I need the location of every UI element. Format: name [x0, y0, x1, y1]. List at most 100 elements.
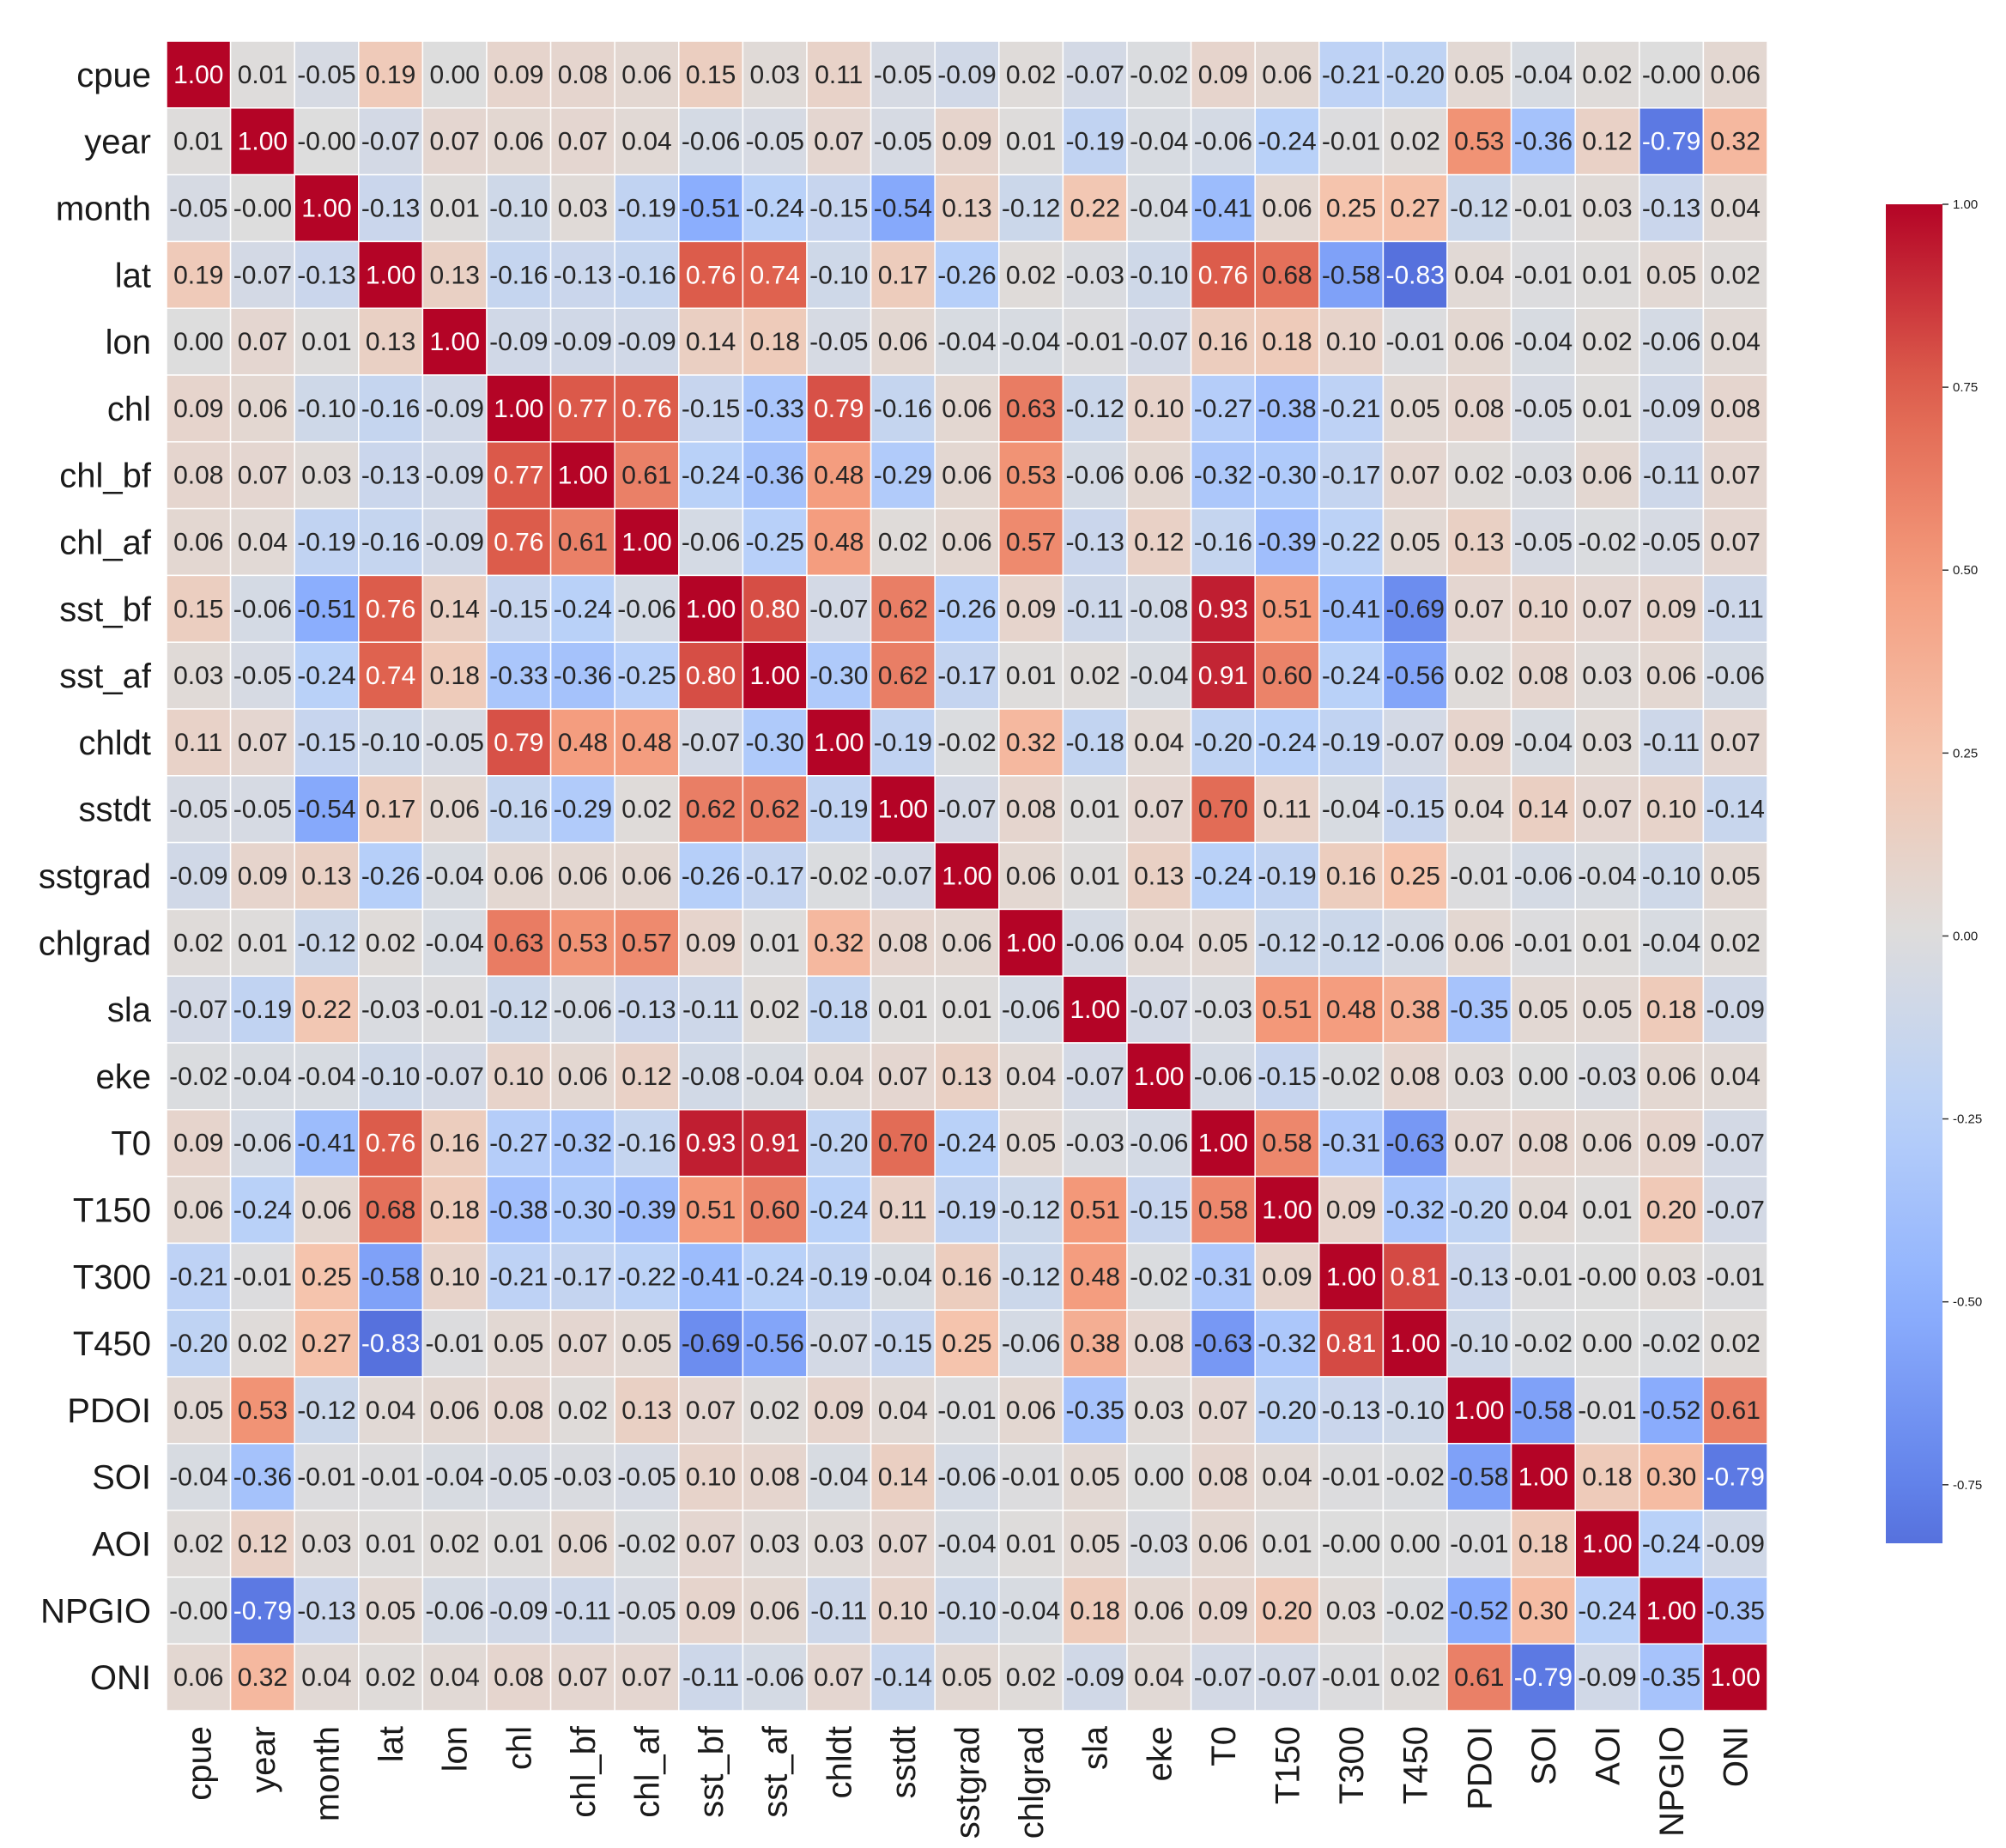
cell-value-label: -0.04	[937, 1530, 996, 1559]
cell-value-label: 1.00	[1582, 1530, 1632, 1559]
cell-value-label: -0.06	[746, 1663, 804, 1692]
cell-value-label: -0.32	[1194, 462, 1252, 490]
cell-value-label: 0.77	[558, 395, 608, 423]
cell-value-label: -0.09	[937, 61, 996, 89]
heatmap-cell	[549, 1509, 615, 1578]
cell-value-label: -0.24	[554, 595, 612, 623]
heatmap-cell	[1446, 40, 1512, 109]
cell-value-label: 1.00	[1134, 1063, 1184, 1091]
heatmap-cell	[486, 1175, 552, 1245]
cell-value-label: 0.05	[1711, 863, 1761, 891]
cell-value-label: -0.21	[169, 1263, 227, 1291]
cell-value-label: 0.51	[1262, 996, 1312, 1024]
heatmap-cell	[1126, 1643, 1192, 1712]
heatmap-cell	[1382, 841, 1448, 911]
heatmap-cell	[358, 374, 424, 443]
heatmap-cell	[1510, 1109, 1576, 1178]
heatmap-cell	[421, 1309, 488, 1378]
row-label: year	[84, 124, 151, 161]
cell-value-label: 1.00	[238, 128, 288, 156]
row-labels: cpue year month lat lon chl chl_bf chl_af sst_bf…	[39, 57, 152, 1697]
heatmap-cell	[1254, 1576, 1320, 1645]
cell-value-label: -0.11	[555, 1597, 611, 1625]
heatmap-cell	[742, 775, 808, 844]
heatmap-cell	[1702, 641, 1768, 710]
cell-value-label: -0.32	[1386, 1197, 1445, 1225]
heatmap-cell	[742, 1042, 808, 1111]
cell-value-label: -0.05	[233, 662, 292, 690]
cell-value-label: 0.07	[238, 328, 288, 356]
cell-value-label: 0.15	[686, 61, 736, 89]
cell-value-label: 0.04	[1006, 1063, 1056, 1091]
cell-value-label: 0.02	[430, 1530, 480, 1559]
heatmap-cell	[870, 574, 936, 643]
cell-value-label: -0.12	[297, 1397, 355, 1425]
cell-value-label: 0.48	[621, 729, 671, 757]
heatmap-cell	[742, 708, 808, 777]
heatmap-cell	[1702, 173, 1768, 243]
row-label: cpue	[76, 57, 151, 94]
heatmap-cell	[614, 708, 680, 777]
cell-value-label: 0.76	[494, 529, 543, 557]
heatmap-cell	[294, 1509, 360, 1578]
heatmap-cell	[870, 240, 936, 309]
heatmap-cell	[1702, 107, 1768, 176]
cell-value-label: 0.18	[1262, 328, 1312, 356]
cell-value-label: -0.33	[746, 395, 804, 423]
cell-value-label: 0.53	[1006, 462, 1056, 490]
heatmap-cell	[1254, 1109, 1320, 1178]
cell-value-label: -0.02	[169, 1063, 227, 1091]
cell-value-label: 0.12	[1582, 128, 1632, 156]
cell-value-label: 0.32	[814, 929, 864, 957]
cell-value-label: 0.06	[1006, 863, 1056, 891]
heatmap-cell	[294, 40, 360, 109]
cell-value-label: -0.07	[1706, 1130, 1765, 1158]
heatmap-cell	[358, 307, 424, 376]
cell-value-label: -0.15	[1130, 1197, 1188, 1225]
heatmap-cell	[1254, 507, 1320, 577]
cell-value-label: -0.21	[1322, 395, 1380, 423]
heatmap-cell	[294, 1309, 360, 1378]
heatmap-cell	[486, 40, 552, 109]
heatmap-cell	[870, 975, 936, 1044]
cell-value-label: -0.27	[1194, 395, 1252, 423]
cell-value-label: -0.12	[1066, 395, 1124, 423]
heatmap-cell	[1702, 1309, 1768, 1378]
cell-value-label: -0.07	[1066, 61, 1124, 89]
column-label: eke	[1141, 1726, 1179, 1782]
cell-value-label: -0.41	[297, 1130, 355, 1158]
cell-value-label: 0.13	[366, 328, 415, 356]
heatmap-cell	[1639, 507, 1705, 577]
heatmap-cell	[549, 1175, 615, 1245]
cell-value-label: -0.04	[426, 1463, 484, 1492]
cell-value-label: -0.22	[617, 1263, 676, 1291]
heatmap-cell	[358, 908, 424, 977]
colorbar-gradient	[1886, 204, 1942, 1543]
cell-value-label: 0.01	[1582, 1197, 1632, 1225]
cell-value-label: 1.00	[366, 261, 415, 289]
heatmap-cell	[166, 1109, 232, 1178]
heatmap-cell	[806, 1643, 872, 1712]
cell-value-label: 0.14	[686, 328, 736, 356]
heatmap-cell	[229, 40, 295, 109]
heatmap-cell	[166, 173, 232, 243]
cell-value-label: -0.07	[937, 796, 996, 824]
cell-value-label: 0.68	[1262, 261, 1312, 289]
column-label: T150	[1270, 1726, 1307, 1804]
cell-value-label: 0.04	[1134, 1663, 1184, 1692]
cell-value-label: -0.20	[1450, 1197, 1508, 1225]
cell-value-label: -0.02	[1386, 1463, 1445, 1492]
cell-value-label: -0.01	[1066, 328, 1124, 356]
cell-value-label: 0.63	[1006, 395, 1056, 423]
cell-value-label: 1.00	[1326, 1263, 1376, 1291]
cell-value-label: 1.00	[1262, 1197, 1312, 1225]
cell-value-label: 0.68	[366, 1197, 415, 1225]
heatmap-cell	[229, 441, 295, 510]
heatmap-cell	[1446, 107, 1512, 176]
cell-value-label: -0.16	[489, 796, 548, 824]
cell-value-label: -0.01	[361, 1463, 420, 1492]
cell-value-label: 0.01	[1006, 128, 1056, 156]
cell-value-label: 0.08	[173, 462, 223, 490]
cell-value-label: -0.24	[1258, 729, 1316, 757]
cell-value-label: 0.03	[301, 462, 351, 490]
